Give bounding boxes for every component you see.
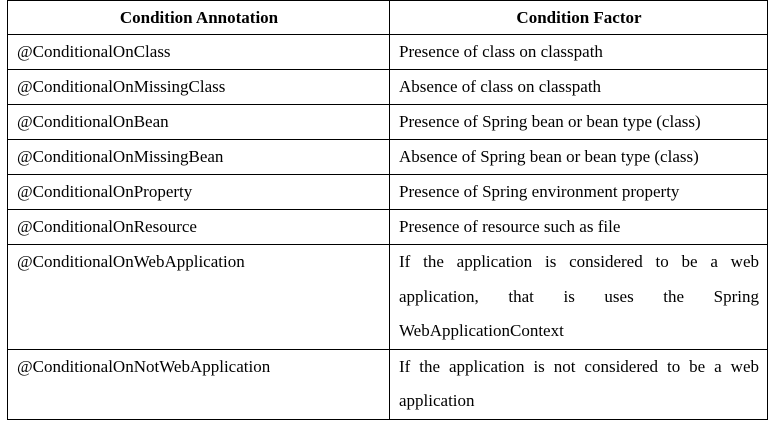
table-row: @ConditionalOnNotWebApplication If the a… xyxy=(7,348,768,420)
table-row: @ConditionalOnMissingBean Absence of Spr… xyxy=(7,139,768,175)
table-row: @ConditionalOnClass Presence of class on… xyxy=(7,34,768,70)
header-condition-factor: Condition Factor xyxy=(389,0,768,35)
table-row: @ConditionalOnProperty Presence of Sprin… xyxy=(7,174,768,210)
factor-cell: Presence of resource such as file xyxy=(389,209,768,245)
table-row: @ConditionalOnWebApplication If the appl… xyxy=(7,244,768,350)
table-row: @ConditionalOnBean Presence of Spring be… xyxy=(7,104,768,140)
annotation-cell: @ConditionalOnNotWebApplication xyxy=(7,348,390,420)
factor-cell: If the application is not considered to … xyxy=(389,348,768,420)
annotation-cell: @ConditionalOnResource xyxy=(7,209,390,245)
factor-cell: Presence of class on classpath xyxy=(389,34,768,70)
factor-cell: Absence of Spring bean or bean type (cla… xyxy=(389,139,768,175)
factor-cell: Presence of Spring bean or bean type (cl… xyxy=(389,104,768,140)
annotation-cell: @ConditionalOnProperty xyxy=(7,174,390,210)
factor-cell: If the application is considered to be a… xyxy=(389,244,768,350)
table-header-row: Condition Annotation Condition Factor xyxy=(7,0,768,35)
annotation-cell: @ConditionalOnMissingBean xyxy=(7,139,390,175)
condition-table: Condition Annotation Condition Factor @C… xyxy=(7,0,768,420)
annotation-cell: @ConditionalOnMissingClass xyxy=(7,69,390,105)
annotation-cell: @ConditionalOnClass xyxy=(7,34,390,70)
annotation-cell: @ConditionalOnWebApplication xyxy=(7,244,390,350)
annotation-cell: @ConditionalOnBean xyxy=(7,104,390,140)
factor-cell: Absence of class on classpath xyxy=(389,69,768,105)
header-condition-annotation: Condition Annotation xyxy=(7,0,390,35)
table-row: @ConditionalOnResource Presence of resou… xyxy=(7,209,768,245)
factor-cell: Presence of Spring environment property xyxy=(389,174,768,210)
table-row: @ConditionalOnMissingClass Absence of cl… xyxy=(7,69,768,105)
